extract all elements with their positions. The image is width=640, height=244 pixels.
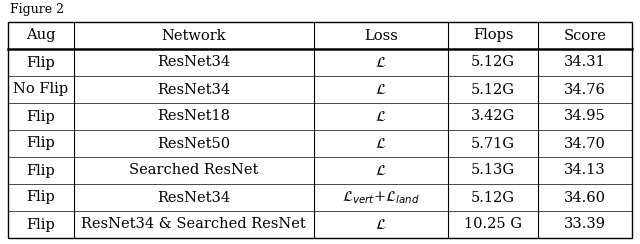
Text: 5.12G: 5.12G xyxy=(471,191,515,204)
Text: 5.13G: 5.13G xyxy=(471,163,515,177)
Text: No Flip: No Flip xyxy=(13,82,68,96)
Text: Figure 2: Figure 2 xyxy=(10,3,64,17)
Text: Flip: Flip xyxy=(26,163,55,177)
Text: Flip: Flip xyxy=(26,136,55,151)
Text: 34.76: 34.76 xyxy=(564,82,606,96)
Text: 34.60: 34.60 xyxy=(564,191,606,204)
Text: $\mathcal{L}$: $\mathcal{L}$ xyxy=(375,55,387,70)
Text: $\mathcal{L}$: $\mathcal{L}$ xyxy=(375,82,387,96)
Text: 3.42G: 3.42G xyxy=(471,110,515,123)
Text: Flip: Flip xyxy=(26,191,55,204)
Bar xyxy=(8,22,632,238)
Text: ResNet34: ResNet34 xyxy=(157,82,230,96)
Text: Searched ResNet: Searched ResNet xyxy=(129,163,259,177)
Text: 34.95: 34.95 xyxy=(564,110,606,123)
Text: $\mathcal{L}$: $\mathcal{L}$ xyxy=(375,163,387,177)
Text: Flip: Flip xyxy=(26,55,55,70)
Text: $\mathcal{L}$: $\mathcal{L}$ xyxy=(375,110,387,123)
Text: 10.25 G: 10.25 G xyxy=(464,217,522,232)
Text: ResNet18: ResNet18 xyxy=(157,110,230,123)
Text: ResNet34: ResNet34 xyxy=(157,55,230,70)
Text: 34.31: 34.31 xyxy=(564,55,606,70)
Text: Flip: Flip xyxy=(26,110,55,123)
Text: $\mathcal{L}_{vert}$+$\mathcal{L}_{land}$: $\mathcal{L}_{vert}$+$\mathcal{L}_{land}… xyxy=(342,189,420,206)
Text: ResNet34: ResNet34 xyxy=(157,191,230,204)
Text: 33.39: 33.39 xyxy=(564,217,606,232)
Text: ResNet50: ResNet50 xyxy=(157,136,230,151)
Text: $\mathcal{L}$: $\mathcal{L}$ xyxy=(375,136,387,151)
Text: 34.13: 34.13 xyxy=(564,163,606,177)
Text: Network: Network xyxy=(161,29,226,42)
Text: 5.12G: 5.12G xyxy=(471,55,515,70)
Text: Aug: Aug xyxy=(26,29,56,42)
Text: $\mathcal{L}$: $\mathcal{L}$ xyxy=(375,217,387,232)
Text: 5.12G: 5.12G xyxy=(471,82,515,96)
Text: Flops: Flops xyxy=(473,29,513,42)
Text: Loss: Loss xyxy=(364,29,398,42)
Text: 5.71G: 5.71G xyxy=(471,136,515,151)
Text: Flip: Flip xyxy=(26,217,55,232)
Text: ResNet34 & Searched ResNet: ResNet34 & Searched ResNet xyxy=(81,217,306,232)
Text: 34.70: 34.70 xyxy=(564,136,606,151)
Text: Score: Score xyxy=(564,29,607,42)
